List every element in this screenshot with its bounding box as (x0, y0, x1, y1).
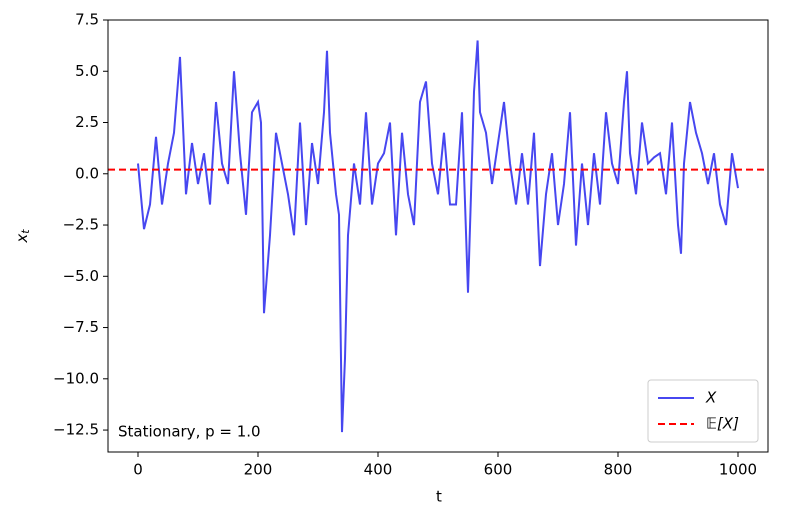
x-tick-label: 200 (244, 461, 273, 479)
y-axis-label: xt (13, 229, 33, 244)
x-tick-label: 600 (484, 461, 513, 479)
annotation: Stationary, p = 1.0 (118, 423, 261, 441)
y-tick-label: 0.0 (75, 164, 99, 182)
y-label-base: x (13, 234, 31, 244)
y-tick-label: 2.5 (75, 113, 99, 131)
y-tick-label: −2.5 (63, 216, 99, 234)
x-tick-label: 400 (364, 461, 393, 479)
x-axis-label: t (436, 488, 442, 506)
data-line (137, 40, 739, 433)
x-tick-label: 1000 (719, 461, 757, 479)
y-tick-label: 5.0 (75, 62, 99, 80)
y-tick-label: −7.5 (63, 318, 99, 336)
x-tick-label: 0 (133, 461, 143, 479)
y-tick-label: −12.5 (53, 421, 99, 439)
legend-label: X (705, 389, 717, 407)
x-tick-label: 800 (604, 461, 633, 479)
y-tick-label: −5.0 (63, 267, 99, 285)
legend-label: 𝔼[X] (706, 415, 739, 433)
plot-frame (107, 19, 769, 453)
y-tick-label: −10.0 (53, 369, 99, 387)
legend-box (647, 379, 759, 443)
y-label-sub: t (19, 229, 32, 234)
y-tick-label: 7.5 (75, 11, 99, 29)
